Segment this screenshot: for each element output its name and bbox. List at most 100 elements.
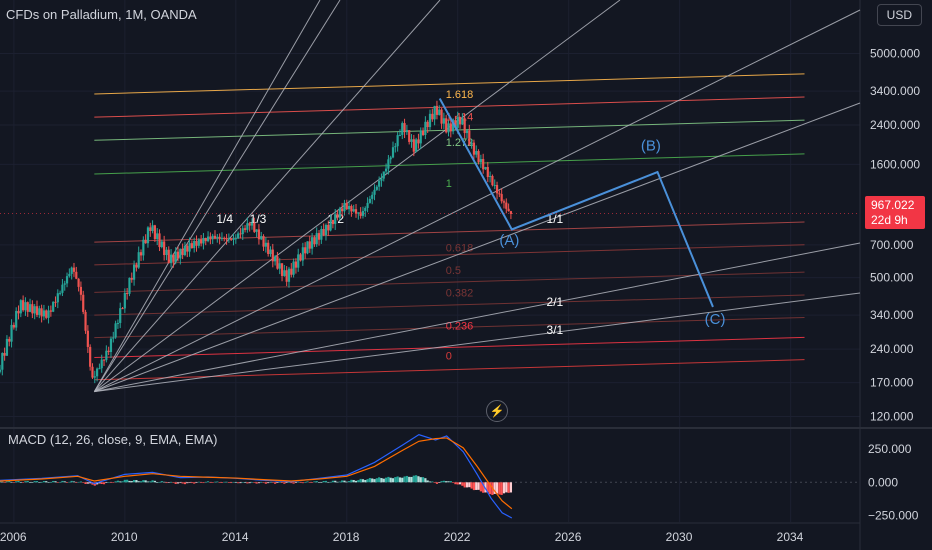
macd-histogram-bar xyxy=(17,480,20,483)
gann-label: 3/1 xyxy=(547,323,564,337)
macd-histogram-bar xyxy=(287,482,291,483)
macd-histogram-bar xyxy=(248,482,251,484)
gann-fan-line xyxy=(94,9,861,393)
currency-selector[interactable]: USD xyxy=(876,4,922,26)
macd-histogram-bar xyxy=(216,481,219,483)
macd-histogram-bar xyxy=(294,482,298,483)
price-tick-label: 700.000 xyxy=(870,238,914,252)
fib-level-label: 0 xyxy=(446,350,452,362)
candle-body xyxy=(65,276,69,284)
candle-body xyxy=(366,202,369,208)
candle-body xyxy=(283,270,286,276)
macd-histogram-bar xyxy=(398,477,402,483)
candle-body xyxy=(167,249,170,263)
macd-histogram-bar xyxy=(373,479,376,483)
macd-histogram-bar xyxy=(102,482,106,485)
time-tick-label: 2014 xyxy=(222,530,249,544)
macd-histogram-bar xyxy=(230,482,233,484)
candle-body xyxy=(209,236,212,239)
candle-body xyxy=(31,304,34,314)
candle-body xyxy=(415,139,418,152)
macd-histogram-bar xyxy=(54,481,57,483)
candle-body xyxy=(144,239,147,244)
candle-body xyxy=(343,202,346,212)
candle-body xyxy=(482,159,485,170)
macd-histogram-bar xyxy=(378,477,381,483)
macd-histogram-bar xyxy=(347,481,351,483)
time-tick-label: 2022 xyxy=(444,530,471,544)
candle-body xyxy=(243,228,247,230)
candle-body xyxy=(119,308,122,323)
fib-level-line xyxy=(94,359,805,381)
macd-histogram-bar xyxy=(495,482,499,494)
macd-histogram-bar xyxy=(304,481,307,483)
macd-histogram-bar xyxy=(375,478,378,483)
macd-histogram-bar xyxy=(56,482,59,483)
fib-level-label: 0.236 xyxy=(446,321,474,333)
macd-histogram-bar xyxy=(70,480,73,483)
macd-histogram-bar xyxy=(382,478,385,483)
candle-body xyxy=(486,167,489,177)
candle-body xyxy=(352,209,355,212)
bolt-icon[interactable]: ⚡ xyxy=(486,400,508,422)
candle-body xyxy=(338,208,341,218)
fib-level-line xyxy=(94,244,805,266)
macd-histogram-bar xyxy=(22,482,25,483)
candle-body xyxy=(384,168,388,172)
candle-body xyxy=(216,236,219,239)
macd-histogram-bar xyxy=(452,482,455,483)
candle-body xyxy=(498,193,501,195)
fib-level-line xyxy=(94,271,805,293)
macd-histogram-bar xyxy=(151,480,154,483)
candle-body xyxy=(271,249,274,262)
candle-body xyxy=(181,248,184,256)
candle-body xyxy=(447,123,450,133)
candle-body xyxy=(285,270,288,282)
macd-histogram-bar xyxy=(447,481,450,483)
macd-histogram-bar xyxy=(401,477,404,483)
candle-body xyxy=(22,300,25,311)
macd-histogram-bar xyxy=(310,482,314,483)
candle-body xyxy=(132,264,136,280)
candle-body xyxy=(237,233,240,239)
macd-histogram-bar xyxy=(237,482,240,484)
macd-histogram-bar xyxy=(0,480,2,483)
macd-histogram-bar xyxy=(479,482,482,492)
candle-body xyxy=(24,302,27,311)
price-tick-label: 240.000 xyxy=(870,342,914,356)
candle-body xyxy=(91,366,94,378)
macd-histogram-bar xyxy=(130,481,133,483)
price-tick-label: 1600.000 xyxy=(870,157,920,171)
candle-body xyxy=(8,338,11,342)
macd-histogram-bar xyxy=(396,476,399,483)
candle-body xyxy=(246,223,249,230)
candle-body xyxy=(357,212,360,214)
macd-histogram-bar xyxy=(10,481,13,483)
candle-body xyxy=(500,194,503,202)
macd-histogram-bar xyxy=(391,478,395,483)
macd-histogram-bar xyxy=(297,481,300,483)
candle-body xyxy=(424,121,427,135)
macd-histogram-bar xyxy=(246,482,249,484)
macd-histogram-bar xyxy=(209,482,212,483)
candle-body xyxy=(183,245,187,256)
price-tick-label: 120.000 xyxy=(870,410,914,424)
macd-histogram-bar xyxy=(243,482,247,483)
macd-histogram-bar xyxy=(449,481,452,483)
candle-body xyxy=(290,268,293,275)
macd-histogram-bar xyxy=(137,481,140,483)
macd-histogram-bar xyxy=(153,480,156,483)
macd-histogram-bar xyxy=(329,481,332,483)
candle-body xyxy=(433,105,436,120)
candle-body xyxy=(475,151,478,155)
candle-body xyxy=(278,263,281,269)
macd-histogram-bar xyxy=(509,482,513,493)
candle-body xyxy=(308,241,311,249)
macd-histogram-bar xyxy=(167,482,170,483)
candle-body xyxy=(378,180,381,187)
macd-histogram-bar xyxy=(410,476,413,483)
candle-body xyxy=(146,227,150,244)
candle-body xyxy=(10,324,13,342)
candle-body xyxy=(195,241,198,246)
